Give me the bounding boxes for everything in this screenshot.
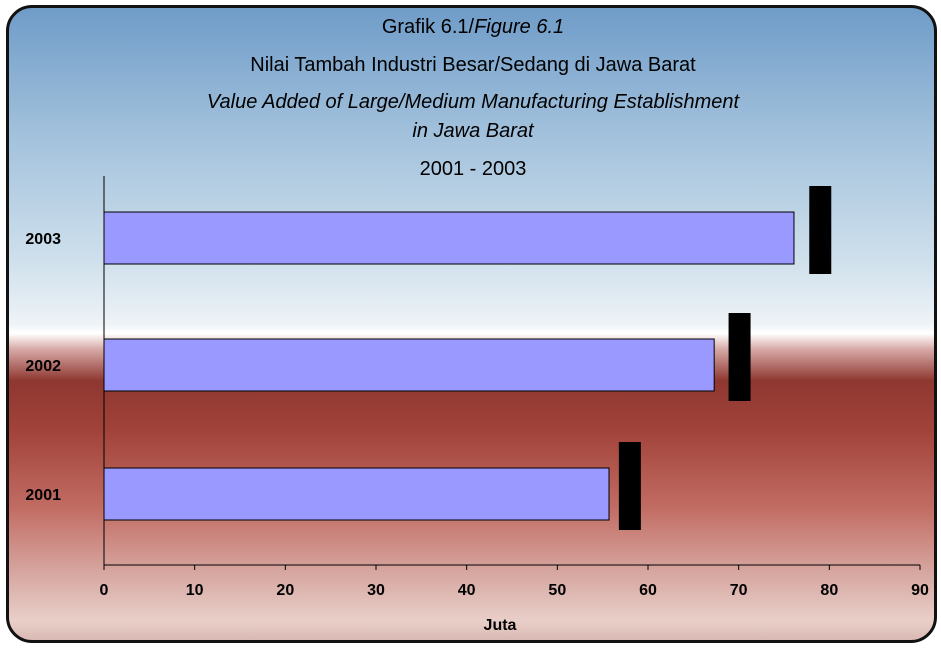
marker-2003 bbox=[809, 186, 832, 274]
y-tick-label-2003: 2003 bbox=[25, 231, 61, 248]
title-line-1-italic: Figure 6.1 bbox=[474, 16, 564, 38]
bars-group bbox=[103, 211, 795, 521]
x-tick-label-60: 60 bbox=[639, 582, 657, 599]
title-line-1-prefix: Grafik 6.1/ bbox=[382, 16, 475, 38]
y-tick-label-2001: 2001 bbox=[25, 487, 61, 504]
bar-2002 bbox=[103, 338, 715, 392]
x-tick-label-20: 20 bbox=[276, 582, 294, 599]
x-tick-label-50: 50 bbox=[548, 582, 566, 599]
axes-group bbox=[103, 176, 921, 570]
x-tick-label-30: 30 bbox=[367, 582, 385, 599]
x-tick-label-90: 90 bbox=[911, 582, 929, 599]
bar-2003 bbox=[103, 211, 795, 265]
x-tick-label-70: 70 bbox=[730, 582, 748, 599]
chart-frame: Grafik 6.1/Figure 6.1 Nilai Tambah Indus… bbox=[6, 5, 937, 643]
x-tick-labels: 0 10 20 30 40 50 60 70 80 90 bbox=[100, 582, 929, 599]
x-tick-label-0: 0 bbox=[100, 582, 109, 599]
bar-2001 bbox=[103, 467, 610, 521]
y-tick-labels: 2003 2002 2001 bbox=[25, 231, 61, 504]
chart-title: Grafik 6.1/Figure 6.1 Nilai Tambah Indus… bbox=[207, 16, 741, 180]
x-tick-label-40: 40 bbox=[458, 582, 476, 599]
title-line-2: Nilai Tambah Industri Besar/Sedang di Ja… bbox=[250, 54, 696, 76]
title-line-4: in Jawa Barat bbox=[412, 120, 535, 142]
title-line-3: Value Added of Large/Medium Manufacturin… bbox=[207, 91, 741, 113]
y-tick-label-2002: 2002 bbox=[25, 358, 61, 375]
marker-2002 bbox=[728, 313, 751, 401]
chart-svg: Grafik 6.1/Figure 6.1 Nilai Tambah Indus… bbox=[25, 16, 929, 634]
x-tick-label-80: 80 bbox=[820, 582, 838, 599]
marker-2001 bbox=[618, 442, 641, 530]
x-tick-label-10: 10 bbox=[186, 582, 204, 599]
title-line-5: 2001 - 2003 bbox=[420, 158, 527, 180]
markers-group bbox=[618, 186, 832, 530]
title-line-1: Grafik 6.1/Figure 6.1 bbox=[382, 16, 564, 38]
x-axis-title: Juta bbox=[484, 617, 517, 634]
